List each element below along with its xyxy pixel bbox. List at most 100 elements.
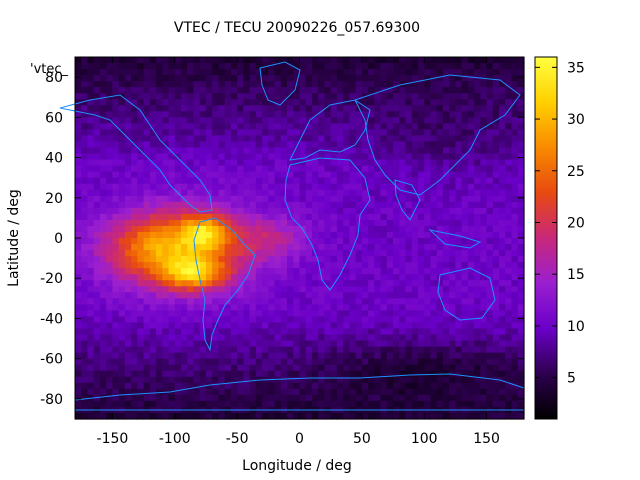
heatmap-cell [305,358,313,366]
heatmap-cell [442,219,450,227]
heatmap-cell [361,400,369,408]
heatmap-cell [168,117,176,124]
heatmap-cell [374,346,382,354]
heatmap-cell [405,274,413,281]
heatmap-cell [499,93,506,100]
heatmap-cell [368,219,375,227]
heatmap-cell [243,93,251,100]
heatmap-cell [461,304,469,311]
heatmap-cell [212,213,220,221]
heatmap-cell [436,244,444,251]
heatmap-cell [249,141,257,149]
heatmap-cell [368,117,375,124]
heatmap-cell [393,123,400,130]
heatmap-cell [380,316,388,324]
heatmap-cell [455,304,463,311]
heatmap-cell [368,334,375,342]
heatmap-cell [374,93,382,100]
heatmap-cell [124,141,132,149]
heatmap-cell [511,141,519,149]
heatmap-cell [131,159,138,167]
heatmap-cell [330,400,338,408]
heatmap-cell [112,225,120,233]
heatmap-cell [393,322,400,330]
heatmap-cell [149,153,157,161]
heatmap-cell [249,328,257,336]
heatmap-cell [106,81,114,88]
heatmap-cell [274,340,282,348]
heatmap-cell [93,346,101,354]
heatmap-cell [361,328,369,336]
heatmap-cell [156,183,163,191]
heatmap-cell [349,63,357,70]
heatmap-cell [311,123,319,130]
heatmap-cell [205,238,213,245]
heatmap-cell [287,352,294,360]
heatmap-cell [417,304,425,311]
heatmap-cell [243,63,251,70]
heatmap-cell [99,93,107,100]
heatmap-cell [118,111,126,118]
heatmap-cell [168,376,176,384]
heatmap-cell [374,195,382,203]
heatmap-cell [218,286,226,293]
heatmap-cell [505,201,513,209]
heatmap-cell [237,75,244,82]
heatmap-cell [174,117,182,124]
heatmap-cell [212,231,220,239]
heatmap-cell [455,75,463,82]
heatmap-cell [75,75,82,82]
heatmap-cell [181,123,188,130]
heatmap-cell [224,274,232,281]
heatmap-cell [411,394,419,402]
heatmap-cell [268,165,276,173]
heatmap-cell [174,340,182,348]
heatmap-cell [237,207,244,215]
heatmap-cell [324,177,332,185]
heatmap-cell [293,147,301,155]
heatmap-cell [81,322,89,330]
heatmap-cell [455,81,463,88]
heatmap-cell [106,99,114,106]
heatmap-cell [311,117,319,124]
heatmap-cell [174,57,182,64]
heatmap-cell [511,105,519,112]
heatmap-cell [93,364,101,372]
heatmap-cell [455,412,463,420]
heatmap-cell [131,129,138,137]
heatmap-cell [436,57,444,64]
heatmap-cell [205,201,213,209]
heatmap-cell [168,334,176,342]
heatmap-cell [430,69,438,76]
heatmap-cell [205,256,213,263]
heatmap-cell [124,286,132,293]
heatmap-cell [268,304,276,311]
heatmap-cell [430,111,438,118]
heatmap-cell [355,189,363,197]
heatmap-cell [237,225,244,233]
heatmap-cell [411,213,419,221]
heatmap-cell [274,394,282,402]
heatmap-cell [343,99,350,106]
heatmap-cell [156,376,163,384]
heatmap-cell [205,135,213,143]
heatmap-cell [499,388,506,396]
heatmap-cell [455,147,463,155]
heatmap-cell [287,262,294,269]
heatmap-cell [187,262,195,269]
heatmap-cell [156,81,163,88]
heatmap-cell [430,256,438,263]
heatmap-cell [436,81,444,88]
heatmap-cell [93,135,101,143]
heatmap-cell [517,370,525,378]
heatmap-cell [237,298,244,305]
heatmap-cell [349,412,357,420]
heatmap-cell [112,141,120,149]
heatmap-cell [368,352,375,360]
heatmap-cell [486,189,494,197]
heatmap-cell [499,105,506,112]
heatmap-cell [106,141,114,149]
heatmap-cell [511,201,519,209]
heatmap-cell [368,81,375,88]
heatmap-cell [212,81,220,88]
